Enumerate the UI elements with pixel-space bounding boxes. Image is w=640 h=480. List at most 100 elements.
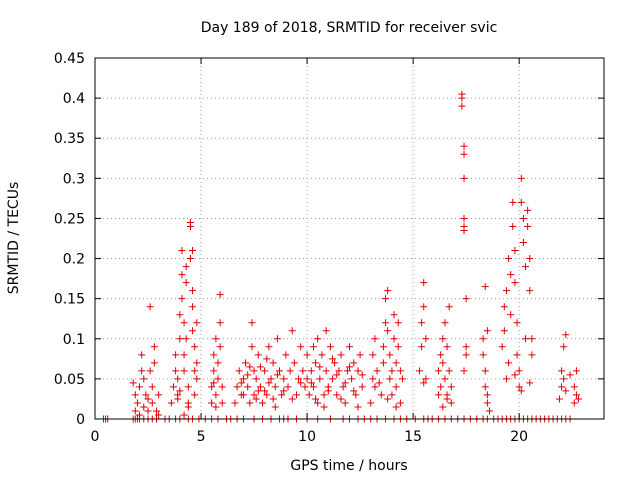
data-point (386, 375, 394, 383)
data-point (511, 279, 519, 287)
data-point (178, 247, 186, 255)
data-point (458, 90, 466, 98)
data-point (282, 351, 290, 359)
data-point (246, 363, 254, 371)
data-point (384, 395, 392, 403)
y-axis-label: SRMTID / TECUs (6, 182, 22, 295)
data-point (513, 351, 521, 359)
data-point (212, 391, 220, 399)
data-point (138, 367, 146, 375)
data-point (235, 367, 243, 375)
data-point (184, 383, 192, 391)
data-point (435, 391, 443, 399)
data-point (309, 343, 317, 351)
data-point (297, 379, 305, 387)
data-point (388, 391, 396, 399)
data-point (462, 343, 470, 351)
data-point (210, 379, 218, 387)
data-point (216, 343, 224, 351)
data-point (439, 403, 447, 411)
data-point (250, 391, 258, 399)
y-tick-label-3: 0.15 (54, 292, 85, 308)
x-tick-label-0: 0 (91, 429, 100, 445)
data-point (193, 319, 201, 327)
data-point (439, 359, 447, 367)
data-point (379, 359, 387, 367)
data-point (479, 335, 487, 343)
data-point (420, 379, 428, 387)
data-point (167, 399, 175, 407)
data-point (384, 287, 392, 295)
data-point (299, 367, 307, 375)
x-tick-label-2: 10 (298, 429, 316, 445)
data-point (437, 383, 445, 391)
data-point (248, 319, 256, 327)
data-point (176, 335, 184, 343)
data-point (517, 387, 525, 395)
y-tick-label-8: 0.4 (63, 91, 85, 107)
data-point (354, 367, 362, 375)
data-point (250, 367, 258, 375)
data-point (509, 198, 517, 206)
data-point (144, 395, 152, 403)
data-point (263, 355, 271, 363)
data-point (375, 379, 383, 387)
data-point (312, 395, 320, 403)
y-tick-label-0: 0 (76, 412, 85, 428)
data-point (447, 399, 455, 407)
data-point (280, 387, 288, 395)
data-point (191, 367, 199, 375)
data-point (153, 407, 161, 415)
data-point (256, 363, 264, 371)
data-point (176, 311, 184, 319)
data-point (210, 367, 218, 375)
data-point (303, 375, 311, 383)
data-point (254, 351, 262, 359)
data-point (269, 359, 277, 367)
data-point (314, 335, 322, 343)
data-point (377, 391, 385, 399)
data-point (329, 375, 337, 383)
data-point (186, 222, 194, 230)
data-point (182, 335, 190, 343)
data-point (184, 403, 192, 411)
data-point (214, 359, 222, 367)
data-point (382, 295, 390, 303)
data-point (301, 383, 309, 391)
data-point (346, 363, 353, 371)
data-point (447, 383, 455, 391)
data-point (307, 367, 315, 375)
data-point (182, 279, 190, 287)
data-point (511, 371, 519, 379)
chart-title: Day 189 of 2018, SRMTID for receiver svi… (201, 20, 498, 36)
data-point (558, 367, 566, 375)
data-point (144, 407, 152, 415)
y-tick-label-4: 0.2 (63, 252, 85, 268)
data-point (437, 351, 445, 359)
data-point (396, 367, 404, 375)
data-point (346, 343, 353, 351)
data-point (237, 379, 245, 387)
data-point (148, 383, 156, 391)
data-point (248, 343, 256, 351)
data-point (193, 359, 201, 367)
data-point (460, 367, 468, 375)
data-point (371, 383, 379, 391)
data-point (180, 351, 188, 359)
data-point (517, 198, 525, 206)
data-point (558, 383, 566, 391)
data-point (337, 395, 345, 403)
data-point (560, 343, 568, 351)
data-point (517, 174, 525, 182)
data-point (333, 371, 341, 379)
data-point (350, 387, 358, 395)
data-point (418, 343, 426, 351)
data-point (352, 391, 360, 399)
data-point (358, 383, 366, 391)
data-point (133, 399, 141, 407)
plot-frame (94, 57, 605, 420)
data-point (382, 319, 390, 327)
data-point (379, 343, 387, 351)
data-point (252, 375, 260, 383)
data-point (343, 367, 351, 375)
